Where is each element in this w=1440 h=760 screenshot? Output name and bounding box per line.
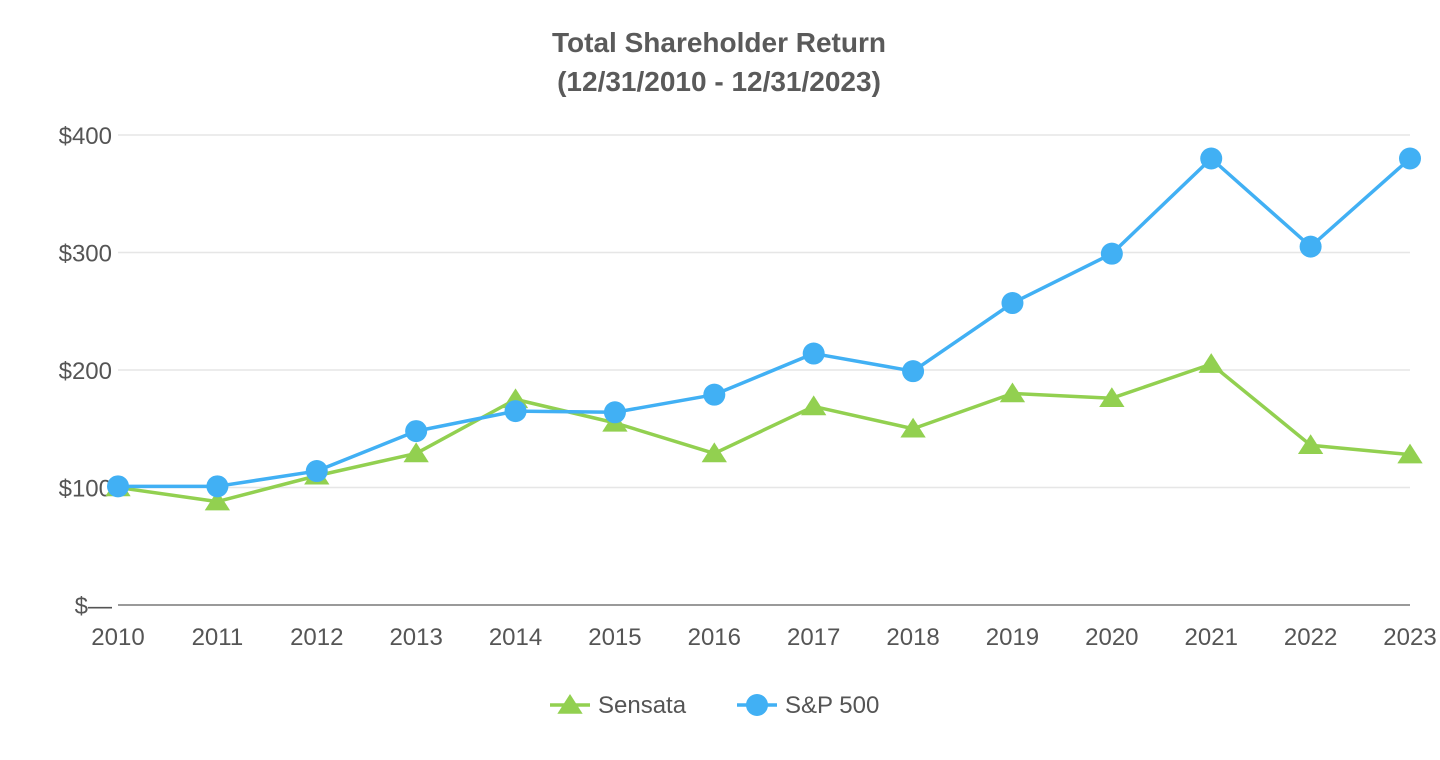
x-tick-label: 2022 — [1284, 624, 1337, 651]
legend-label: Sensata — [598, 692, 687, 719]
data-point — [900, 417, 926, 438]
y-tick-label: $200 — [59, 358, 112, 385]
data-point — [403, 442, 429, 463]
legend: Sensata S&P 500 — [550, 692, 879, 719]
legend-item: S&P 500 — [737, 692, 879, 719]
gridlines — [118, 134, 1410, 489]
x-tick-label: 2019 — [986, 624, 1039, 651]
x-tick-label: 2018 — [886, 624, 939, 651]
series-line — [117, 362, 1411, 504]
y-tick-label: $400 — [59, 123, 112, 150]
data-point — [603, 401, 626, 424]
x-tick-label: 2011 — [192, 624, 244, 651]
data-point — [1297, 434, 1324, 454]
x-axis-ticks: 2010 2011 2012 2013 2014 2015 2016 2017 2018 2019… — [91, 624, 1436, 651]
data-point — [1200, 147, 1223, 170]
data-point — [703, 383, 726, 406]
y-axis-ticks: $— $100 $200 $300 $400 — [59, 123, 112, 620]
data-point — [1001, 292, 1024, 315]
data-point — [504, 400, 527, 423]
legend-label: S&P 500 — [785, 692, 879, 719]
data-point — [107, 475, 129, 498]
data-point — [204, 490, 231, 511]
x-tick-label: 2020 — [1085, 624, 1138, 651]
x-tick-label: 2017 — [787, 624, 840, 651]
legend-item: Sensata — [550, 692, 687, 719]
series-group — [105, 147, 1423, 511]
data-point — [305, 460, 328, 483]
x-tick-label: 2010 — [91, 624, 144, 651]
x-tick-label: 2021 — [1185, 624, 1238, 651]
x-tick-label: 2013 — [389, 624, 442, 651]
x-tick-label: 2014 — [489, 624, 542, 651]
data-point — [999, 382, 1026, 403]
data-point — [1299, 235, 1322, 258]
data-point — [206, 475, 229, 498]
y-tick-label: $100 — [59, 476, 112, 503]
series-line — [118, 156, 1412, 489]
data-point — [1099, 387, 1125, 407]
chart-subtitle: (12/31/2010 - 12/31/2023) — [557, 66, 881, 97]
x-tick-label: 2016 — [688, 624, 741, 651]
x-tick-label: 2012 — [290, 624, 343, 651]
data-point — [1198, 353, 1224, 373]
data-point — [1100, 242, 1123, 265]
data-point — [902, 360, 925, 383]
data-point — [701, 442, 727, 463]
x-tick-label: 2023 — [1383, 624, 1436, 651]
data-point — [405, 420, 428, 443]
x-tick-label: 2015 — [588, 624, 641, 651]
series-sp500 — [107, 147, 1421, 498]
chart-title: Total Shareholder Return — [552, 27, 886, 58]
data-point — [802, 342, 825, 365]
data-point — [1399, 147, 1421, 170]
y-tick-label: $— — [75, 593, 112, 620]
data-point — [801, 395, 827, 416]
y-tick-label: $300 — [59, 241, 112, 268]
legend-marker — [746, 694, 768, 716]
data-point — [1397, 443, 1423, 464]
legend-marker — [557, 694, 583, 714]
